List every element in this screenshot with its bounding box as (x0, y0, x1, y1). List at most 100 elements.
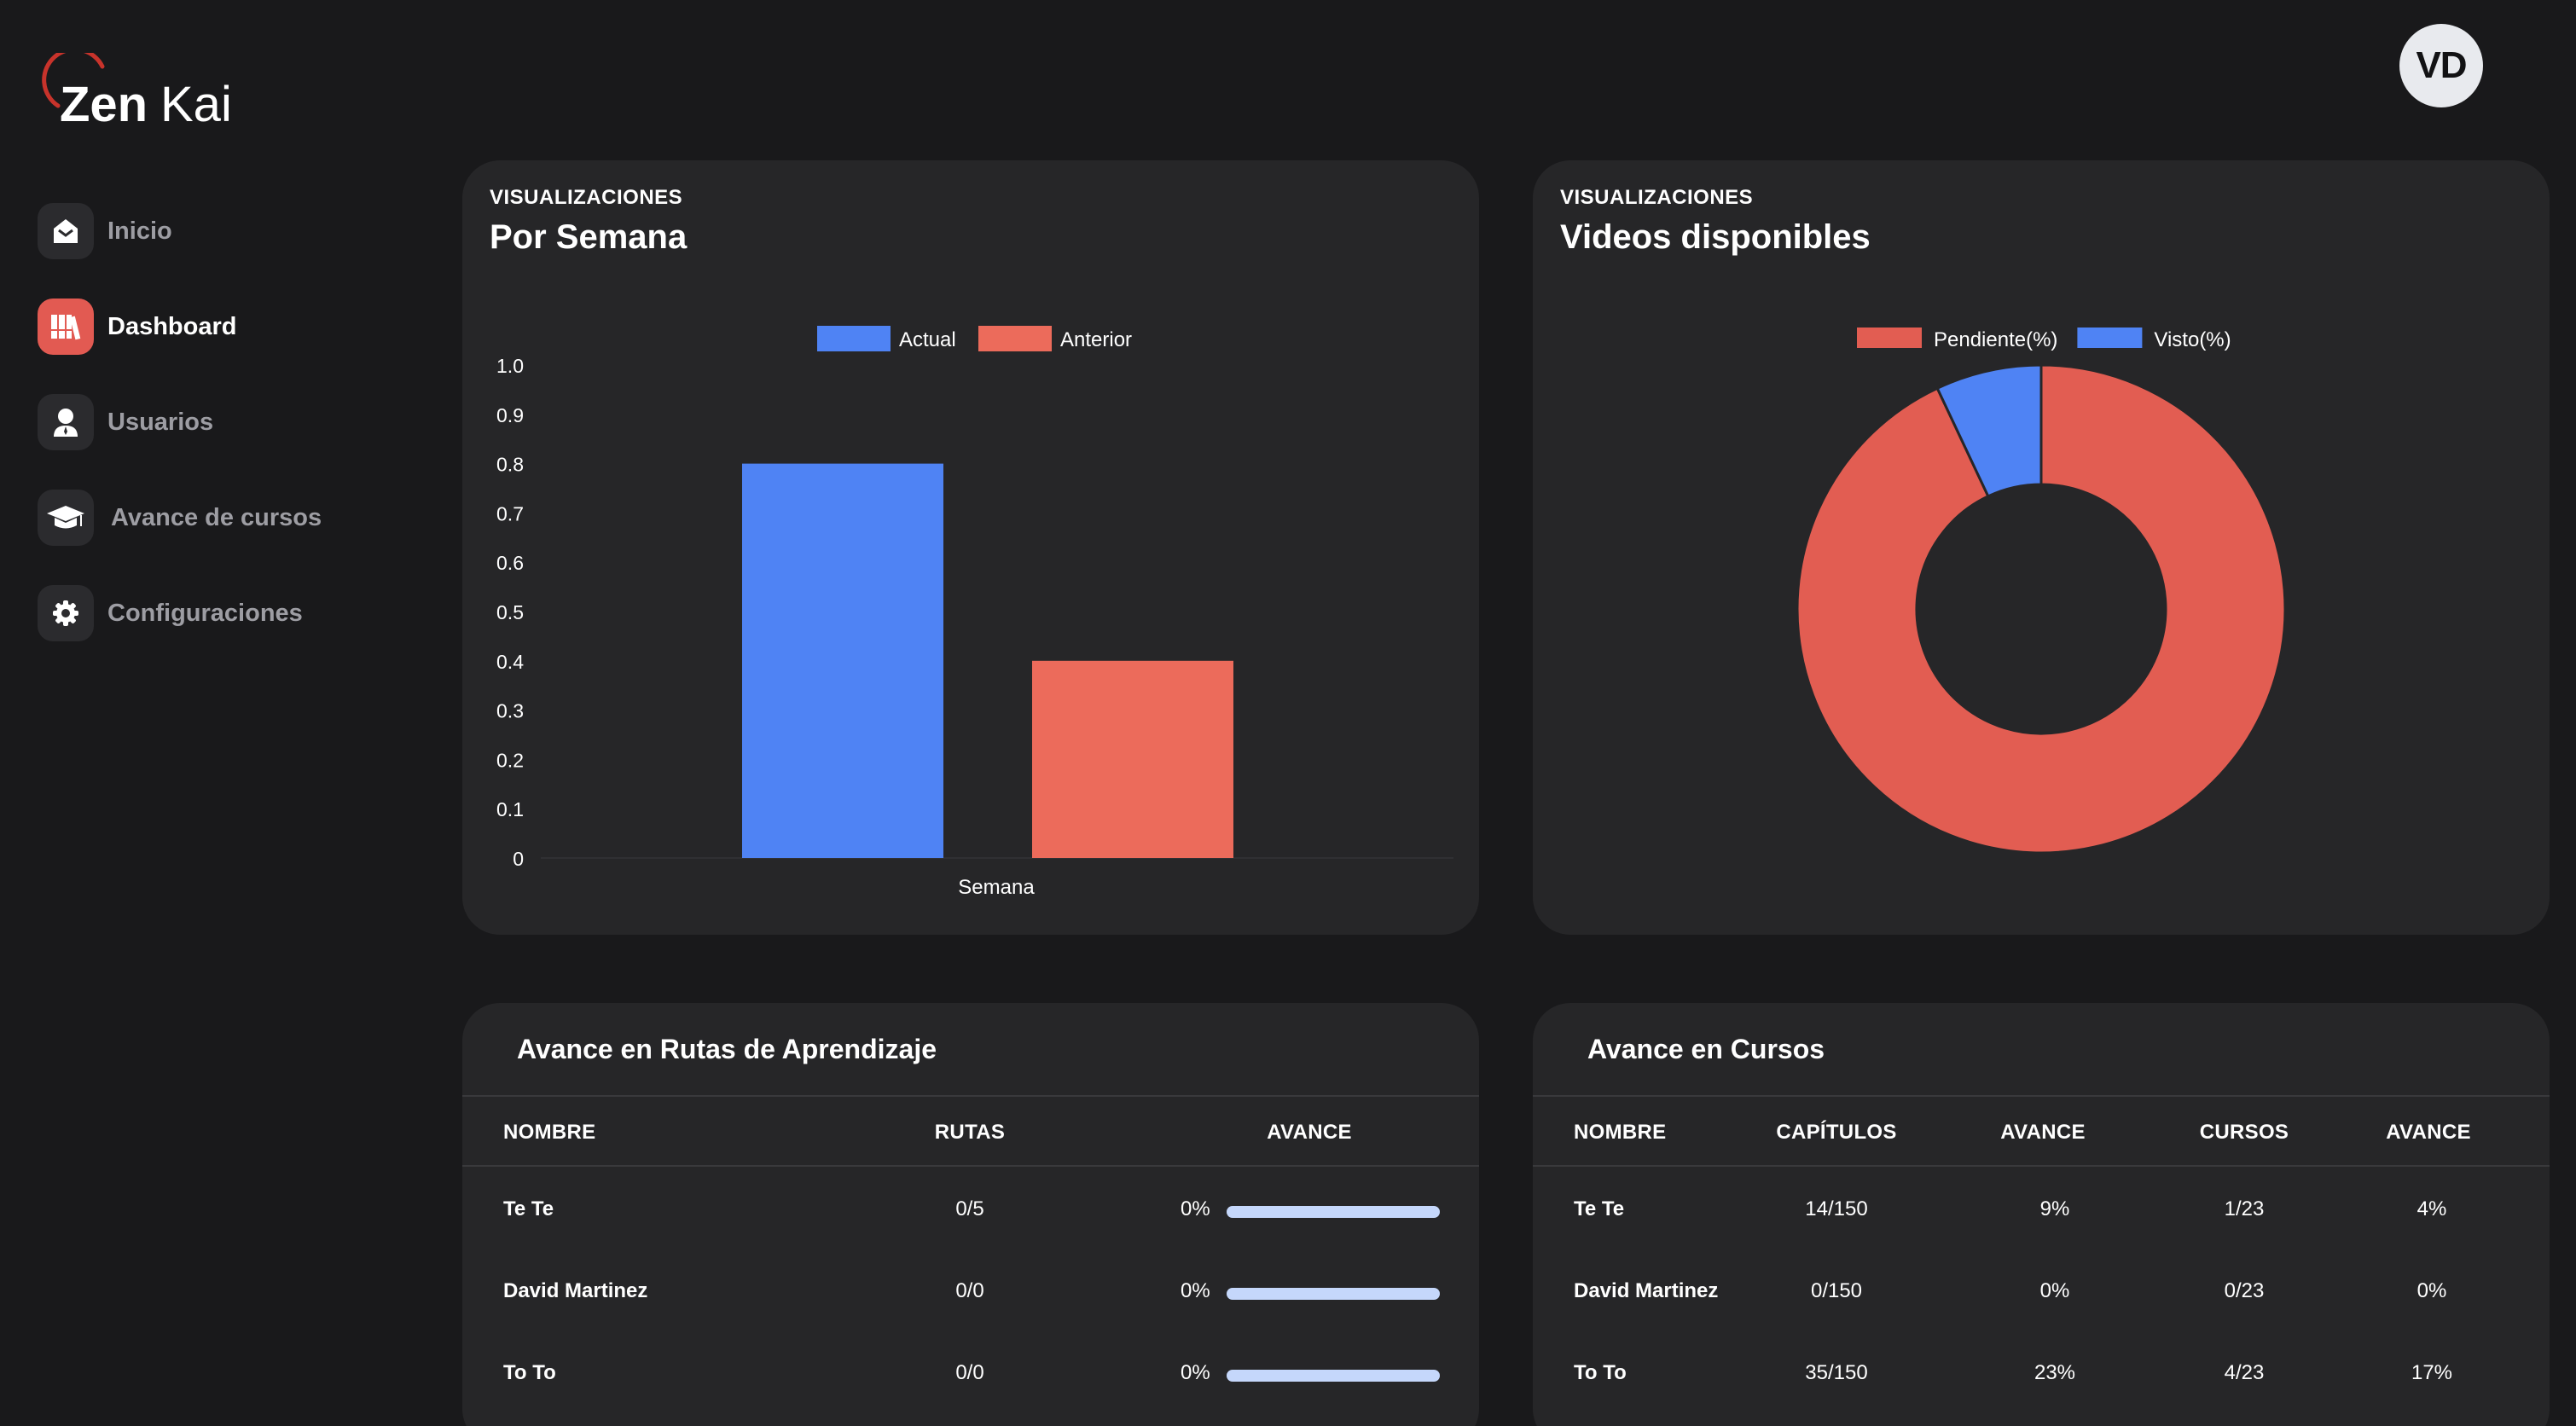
cell-name: To To (1574, 1361, 1627, 1384)
sidebar-item-label: Avance de cursos (111, 503, 322, 531)
bar-anterior[interactable] (1032, 660, 1233, 858)
cell-capitulos: 14/150 (1805, 1197, 1868, 1220)
logo-text-part2: Kai (160, 77, 232, 130)
y-tick-label: 0.7 (496, 502, 524, 525)
y-tick-label: 0.2 (496, 749, 524, 771)
cell-avance: 0% (1181, 1197, 1210, 1220)
home-icon (38, 203, 94, 259)
cell-avance: 0% (1181, 1279, 1210, 1302)
column-header-rutas: RUTAS (934, 1121, 1006, 1144)
cell-capitulos: 35/150 (1805, 1361, 1868, 1384)
courses-progress-card: Avance en Cursos NOMBRE CAPÍTULOS AVANCE… (1533, 1003, 2550, 1426)
cell-rutas: 0/0 (955, 1361, 984, 1384)
sidebar-item-label: Usuarios (107, 408, 214, 436)
y-tick-label: 0.3 (496, 700, 524, 722)
cell-avance: 0% (1181, 1361, 1210, 1384)
sidebar-nav: Inicio Dashboard (38, 196, 396, 674)
y-tick-label: 0.1 (496, 798, 524, 820)
table-row[interactable]: To To 0/0 0% (462, 1332, 1479, 1414)
zenkai-logo[interactable]: Zen Kai (41, 53, 246, 130)
table-header: NOMBRE RUTAS AVANCE (462, 1095, 1479, 1167)
sidebar-item-configuraciones[interactable]: Configuraciones (38, 578, 396, 648)
card-title: Por Semana (490, 218, 688, 256)
column-header-avance-capitulos: AVANCE (2000, 1121, 2086, 1144)
card-eyebrow: VISUALIZACIONES (490, 186, 683, 209)
progress-bar-fill (1227, 1370, 1440, 1382)
cell-name: To To (503, 1361, 556, 1384)
cell-name: David Martinez (1574, 1279, 1719, 1302)
y-tick-label: 1.0 (496, 355, 524, 377)
legend-swatch-anterior[interactable] (978, 326, 1052, 351)
progress-bar-fill (1227, 1206, 1440, 1218)
gear-icon (38, 585, 94, 641)
weekly-views-card: VISUALIZACIONES Por Semana Actual Anterio… (462, 160, 1479, 935)
legend-label: Visto(%) (2154, 328, 2231, 351)
table-title: Avance en Rutas de Aprendizaje (517, 1034, 937, 1064)
column-header-nombre: NOMBRE (1574, 1121, 1667, 1144)
bar-actual[interactable] (742, 463, 943, 858)
routes-progress-card: Avance en Rutas de Aprendizaje NOMBRE RU… (462, 1003, 1479, 1426)
column-header-cursos: CURSOS (2199, 1121, 2289, 1144)
legend-label: Actual (899, 328, 956, 351)
cell-avance-cursos: 0% (2416, 1279, 2447, 1302)
sidebar-item-inicio[interactable]: Inicio (38, 196, 396, 266)
card-title: Videos disponibles (1560, 218, 1871, 256)
cell-capitulos: 0/150 (1810, 1279, 1863, 1302)
weekly-bar-chart: Actual Anterior 0 0.1 0.2 0.3 0.4 0.5 0.6 0.7 0.8 0… (496, 326, 1453, 899)
table-row[interactable]: David Martinez 0/150 0% 0/23 0% (1533, 1250, 2550, 1332)
cell-rutas: 0/5 (955, 1197, 984, 1220)
books-icon (38, 299, 94, 355)
cell-cursos: 4/23 (2224, 1361, 2265, 1384)
legend-swatch-actual[interactable] (817, 326, 891, 351)
table-row[interactable]: To To 35/150 23% 4/23 17% (1533, 1332, 2550, 1414)
table-header: NOMBRE CAPÍTULOS AVANCE CURSOS AVANCE (1533, 1095, 2550, 1167)
card-eyebrow: VISUALIZACIONES (1560, 186, 1754, 209)
logo-text-part1: Zen (60, 77, 148, 130)
cell-avance-capitulos: 9% (2039, 1197, 2070, 1220)
legend-swatch[interactable] (2077, 328, 2143, 348)
cell-name: David Martinez (503, 1279, 648, 1302)
column-header-capitulos: CAPÍTULOS (1776, 1121, 1897, 1144)
videos-donut-chart: Pendiente(%) Visto(%) (1796, 328, 2287, 855)
graduation-cap-icon (38, 490, 94, 546)
legend-label: Anterior (1060, 328, 1132, 351)
sidebar-item-label: Configuraciones (107, 599, 303, 627)
cell-name: Te Te (1574, 1197, 1625, 1220)
cell-rutas: 0/0 (955, 1279, 984, 1302)
sidebar-item-dashboard[interactable]: Dashboard (38, 292, 396, 362)
y-tick-label: 0.8 (496, 454, 524, 476)
y-tick-label: 0.4 (496, 651, 524, 673)
progress-bar (1227, 1370, 1440, 1382)
y-tick-label: 0.9 (496, 404, 524, 426)
column-header-avance: AVANCE (1267, 1121, 1352, 1144)
cell-avance-capitulos: 0% (2039, 1279, 2070, 1302)
sidebar-item-avance-cursos[interactable]: Avance de cursos (38, 483, 396, 553)
available-videos-card: VISUALIZACIONES Videos disponibles Pendi… (1533, 160, 2550, 935)
x-axis-label: Semana (958, 876, 1035, 899)
y-tick-label: 0 (513, 848, 524, 870)
progress-bar-fill (1227, 1288, 1440, 1300)
cell-avance-cursos: 17% (2411, 1361, 2453, 1384)
progress-bar (1227, 1288, 1440, 1300)
column-header-avance-cursos: AVANCE (2386, 1121, 2471, 1144)
sidebar-item-usuarios[interactable]: Usuarios (38, 387, 396, 457)
column-header-nombre: NOMBRE (503, 1121, 596, 1144)
user-avatar[interactable]: VD (2399, 24, 2483, 107)
sidebar-item-label: Dashboard (107, 312, 237, 340)
legend-label: Pendiente(%) (1934, 328, 2057, 351)
table-row[interactable]: David Martinez 0/0 0% (462, 1250, 1479, 1332)
cell-cursos: 0/23 (2224, 1279, 2265, 1302)
y-tick-label: 0.5 (496, 601, 524, 623)
table-title: Avance en Cursos (1587, 1034, 1825, 1064)
cell-avance-cursos: 4% (2416, 1197, 2447, 1220)
cell-cursos: 1/23 (2224, 1197, 2265, 1220)
donut-slice[interactable] (1796, 363, 2287, 855)
progress-bar (1227, 1206, 1440, 1218)
table-row[interactable]: Te Te 14/150 9% 1/23 4% (1533, 1168, 2550, 1250)
table-row[interactable]: Te Te 0/5 0% (462, 1168, 1479, 1250)
donut-slice[interactable] (1935, 363, 2043, 498)
cell-name: Te Te (503, 1197, 554, 1220)
user-icon (38, 394, 94, 450)
legend-swatch[interactable] (1857, 328, 1922, 348)
